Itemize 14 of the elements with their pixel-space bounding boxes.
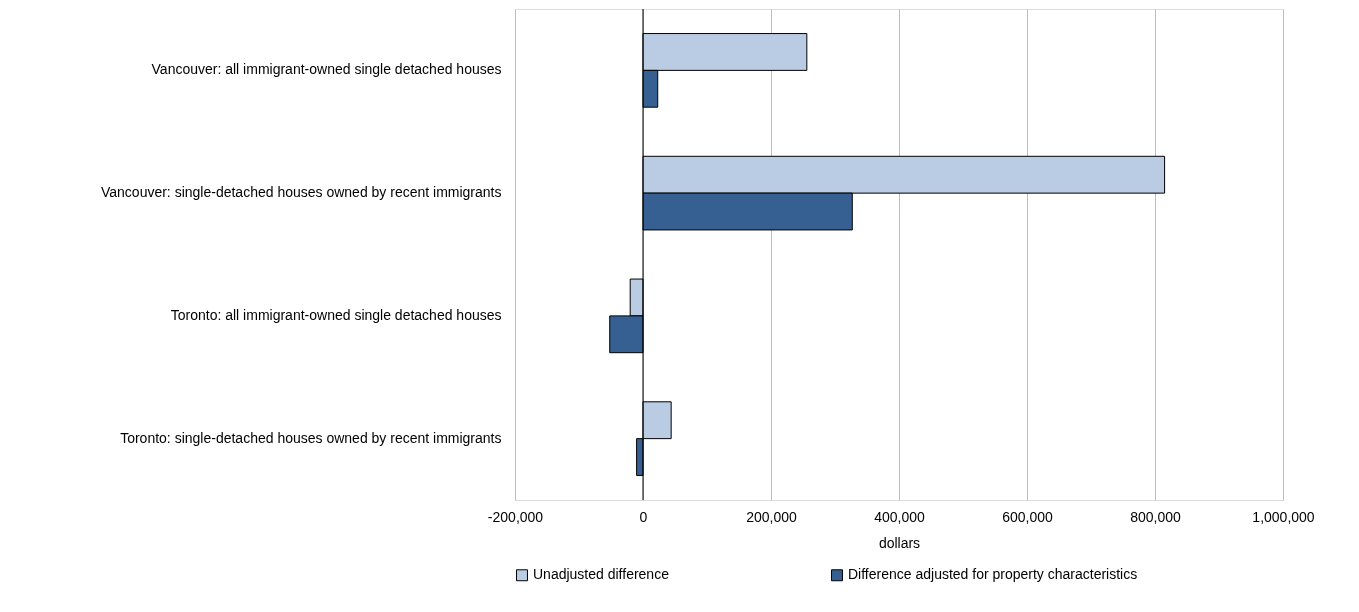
x-tick-label: 0 [639,508,648,525]
legend-label: Difference adjusted for property characteristics [848,566,1138,583]
x-tick-label: -200,000 [487,508,544,525]
x-axis-title: dollars [878,534,921,551]
x-tick-label: 800,000 [1130,508,1182,525]
x-tick-label: 600,000 [1002,508,1054,525]
x-tick-label: 400,000 [874,508,926,525]
y-tick-label: Toronto: all immigrant-owned single detached houses [170,306,502,323]
y-tick-label: Vancouver: single-detached houses owned by recent immigrants [100,184,502,201]
y-tick-label: Vancouver: all immigrant-owned single detached houses [151,61,502,78]
legend-label: Unadjusted difference [533,566,670,583]
x-tick-label: 200,000 [746,508,798,525]
y-tick-label: Toronto: single-detached houses owned by recent immigrants [120,429,502,446]
x-tick-label: 1,000,000 [1252,508,1315,525]
